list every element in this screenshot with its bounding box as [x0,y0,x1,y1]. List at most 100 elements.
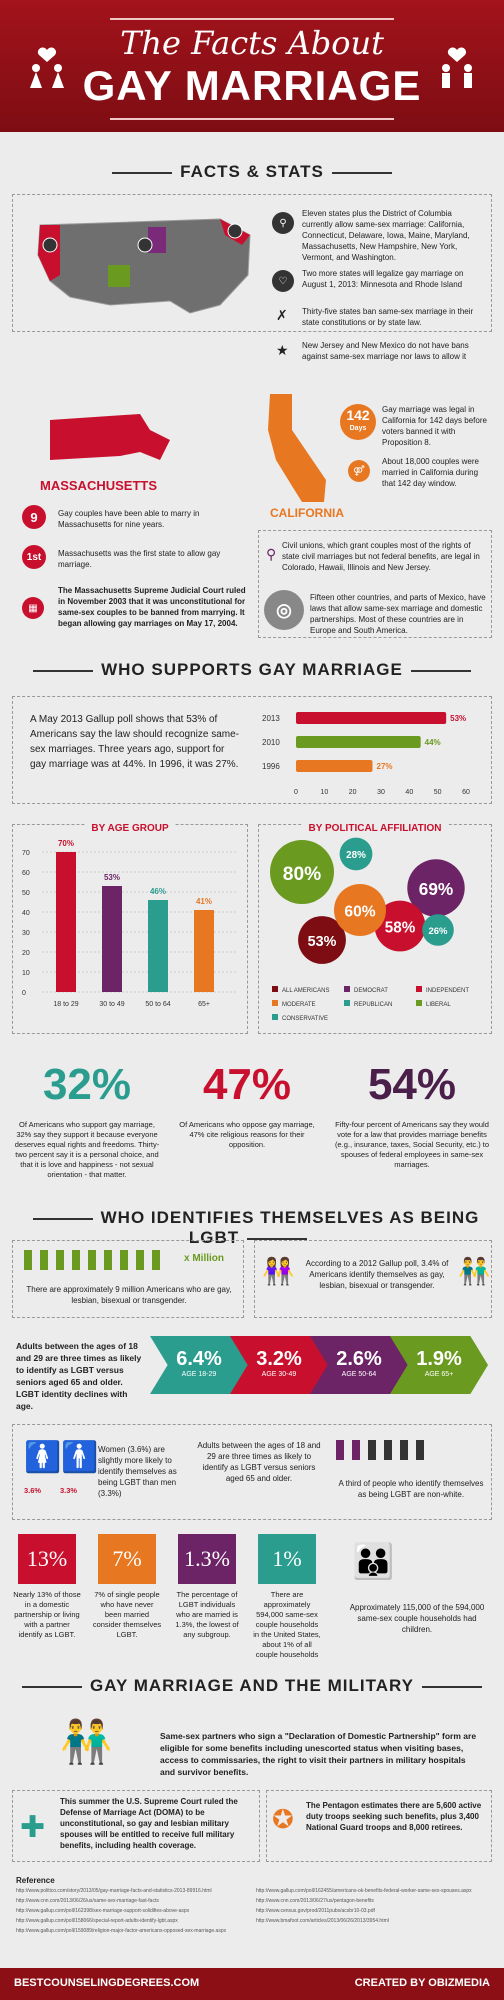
tick-label: 60 [462,789,470,796]
nine-million-box [12,1240,244,1318]
footer-site-link[interactable]: BESTCOUNSELINGDEGREES.COM [14,1977,200,1989]
star-icon: ★ [276,342,289,358]
reference-link[interactable]: http://www.politico.com/story/2013/05/ga… [16,1888,212,1894]
reference-link[interactable]: http://www.gallup.com/poll/158066/specia… [16,1918,178,1924]
tick-label: 20 [349,789,357,796]
square-1: 1% [258,1534,316,1584]
category-label: 18 to 29 [53,1001,78,1008]
reference-link[interactable]: http://www.cnn.com/2013/06/27/us/pentago… [256,1898,374,1904]
person-icon [384,1440,392,1460]
category-label: 50 to 64 [145,1001,170,1008]
supports-box [12,696,492,804]
percent-squares-row: 13% Nearly 13% of those in a domestic pa… [12,1522,492,1672]
reference-link[interactable]: http://www.cnn.com/2013/06/26/us/same-se… [16,1898,159,1904]
bubble [422,914,454,946]
reference-link[interactable]: http://www.gallup.com/poll/162398/sex-ma… [16,1908,190,1914]
couple-left-icon: 👭 [262,1256,295,1286]
bar [296,712,447,724]
tick-label: 50 [434,789,442,796]
days-badge: 142 Days [340,404,376,440]
chev-age: AGE 65+ [424,1371,454,1378]
bar [296,760,373,772]
stat-47-text: Of Americans who oppose gay marriage, 47… [179,1120,315,1149]
age-title-wrap: BY AGE GROUP [12,818,248,836]
legend-swatch [272,1014,278,1020]
bar-value: 27% [377,762,393,771]
legend-label: LIBERAL [426,1002,451,1008]
header-banner: The Facts About GAY MARRIAGE [0,0,504,132]
footer-credit[interactable]: CREATED BY OBIZMEDIA [354,1977,490,1989]
person-icon [352,1440,360,1460]
bubble-value: 53% [308,934,337,950]
facts-box [12,194,492,332]
person-icon [104,1250,112,1270]
reference-link[interactable]: http://www.bmafoot.com/articles/2013/06/… [256,1918,389,1924]
legend-label: DEMOCRAT [354,988,388,994]
person-icon [56,1250,64,1270]
reference-list: http://www.politico.com/story/2013/05/ga… [16,1888,496,1960]
map-pin-icon: ⚲ [272,212,294,234]
bubble-value: 80% [283,864,321,885]
fact-2: Two more states will legalize gay marria… [302,269,464,289]
square-13-text: Nearly 13% of those in a domestic partne… [13,1590,81,1639]
bubble-value: 69% [419,879,453,899]
tick-label: 0 [22,990,26,997]
gallup-34-text: According to a 2012 Gallup poll, 3.4% of… [305,1259,449,1290]
square-7: 7% [98,1534,156,1584]
calendar-icon: ▦ [22,597,44,619]
bar-value: 46% [150,887,166,896]
fact-4: New Jersey and New Mexico do not have ba… [302,341,469,361]
gallup-bar-chart: 2013 53% 2010 44% 1996 27% 0 10 20 30 40 50 60 [262,712,470,796]
california-map [268,394,326,502]
section-title-facts: FACTS & STATS [0,162,504,182]
person-icon [416,1440,424,1460]
legend-label: REPUBLICAN [354,1002,392,1008]
tick-label: 20 [22,950,30,957]
cal-label: CALIFORNIA [270,506,344,520]
medal-icon: ✪ [272,1804,294,1834]
reference-title: Reference [16,1876,55,1885]
bar [148,900,168,992]
military-text-2: This summer the U.S. Supreme Court ruled… [60,1797,238,1850]
square-1-text: There are approximately 594,000 same-sex… [253,1590,321,1659]
tick-label: 0 [294,789,298,796]
world-text: Fifteen other countries, and parts of Me… [310,593,486,635]
legend-swatch [416,1000,422,1006]
bubble [334,884,386,936]
tick-label: 30 [22,930,30,937]
stat-32-text: Of Americans who support gay marriage, 3… [14,1120,160,1179]
political-bubble-chart: 53% 69% 58% 60% 26% 80% 28% ALL AMERICANS DEMOCR… [270,837,469,1022]
tick-label: 60 [22,870,30,877]
person-icon [88,1250,96,1270]
tick-label: 40 [405,789,413,796]
tick-label: 10 [320,789,328,796]
stat-32: 32% [42,1060,132,1109]
reference-link[interactable]: http://www.gallup.com/poll/159089/religi… [16,1928,227,1934]
men-pct: 3.3% [60,1486,78,1495]
days-value: 142 [346,407,370,423]
reference-link[interactable]: http://www.census.gov/prod/2011pubs/acsb… [256,1908,375,1914]
bubble-value: 60% [344,904,375,921]
legend-label: CONSERVATIVE [282,1016,328,1022]
legend-swatch [344,1000,350,1006]
legend-swatch [272,1000,278,1006]
bubble-value: 58% [385,919,416,936]
legend-swatch [272,986,278,992]
chevron-50-64: 2.6% AGE 50-64 [310,1336,408,1394]
mass-label: MASSACHUSETTS [40,478,158,493]
couple-women-icon [30,47,64,88]
person-icon [72,1250,80,1270]
year-label: 2010 [262,738,280,747]
cross-icon: ✗ [276,307,288,323]
mass-fact-2: Massachusetts was the first state to all… [58,549,221,569]
tick-label: 70 [22,850,30,857]
fact-3: Thirty-five states ban same-sex marriage… [302,307,474,327]
chev-pct: 3.2% [256,1348,302,1370]
civil-box [258,530,492,638]
divider [110,118,394,120]
legend-swatch [344,986,350,992]
reference-link[interactable]: http://www.gallup.com/poll/162455/americ… [256,1888,472,1894]
military-couple-icon: 👬 [60,1718,113,1765]
bubble [270,840,334,904]
military-text-1: Same-sex partners who sign a "Declaratio… [160,1731,477,1777]
